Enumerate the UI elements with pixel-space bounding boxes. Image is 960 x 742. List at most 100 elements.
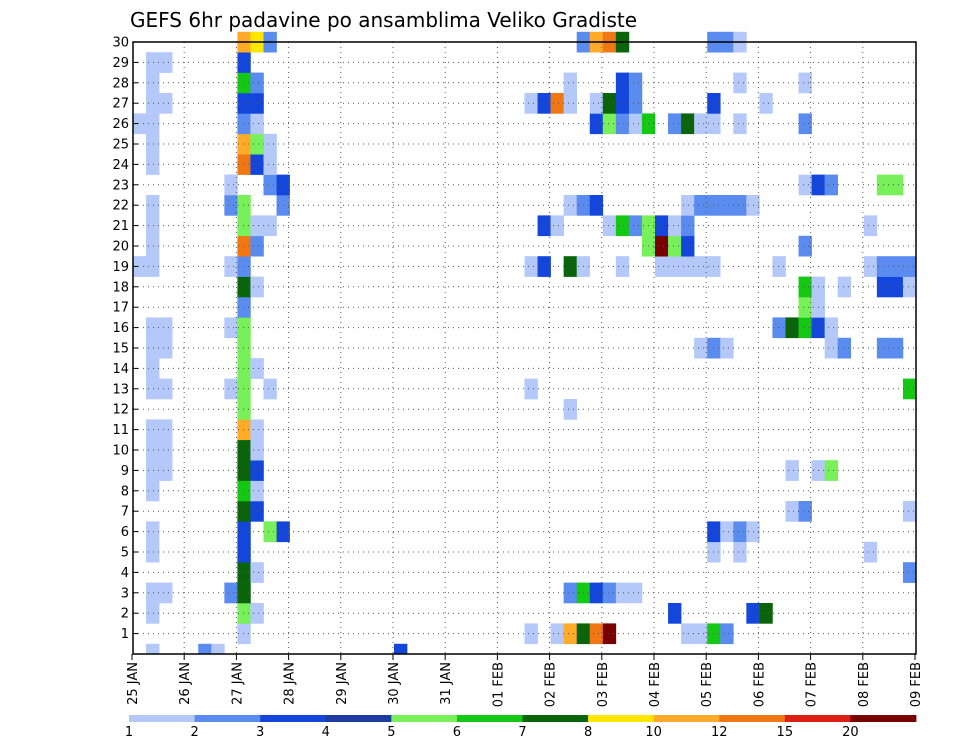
legend-label: 5 [387,725,395,740]
heatmap-cell [863,541,878,563]
y-tick-label: 17 [112,301,129,316]
legend-label: 8 [584,725,592,740]
legend-label: 7 [518,725,526,740]
heatmap-cell [237,358,251,379]
legend-swatch [325,715,392,722]
heatmap-cell [655,256,669,277]
heatmap-cell [237,562,251,583]
heatmap-cell [837,337,852,359]
y-tick-label: 19 [112,260,129,275]
legend-swatch [588,715,655,722]
heatmap-cell [237,215,251,237]
heatmap-cell [602,582,617,604]
y-tick-label: 22 [112,199,129,214]
heatmap-cell [237,480,251,502]
y-tick-label: 10 [112,444,129,459]
heatmap-cell [668,235,682,257]
y-tick-label: 15 [112,342,129,357]
heatmap-cell [159,93,173,114]
heatmap-cell [146,154,160,175]
heatmap-cell [237,399,251,420]
plot-frame [132,41,917,655]
heatmap-cell [250,439,264,461]
heatmap-cell [263,521,277,543]
x-tick-label: 09 FEB [909,662,924,707]
heatmap-cell [563,256,577,277]
heatmap-cell [550,215,564,237]
heatmap-cell [628,215,643,237]
heatmap-cell [537,93,551,114]
heatmap-cell [524,623,538,645]
legend-swatch [784,715,851,722]
heatmap-cell [237,256,251,277]
heatmap-cell [237,541,251,563]
y-tick-label: 20 [112,240,129,255]
heatmap-cell [628,72,643,94]
y-tick-label: 14 [112,362,129,377]
x-tick-label: 01 FEB [491,662,506,707]
heatmap-cell [615,256,630,277]
heatmap-cell [237,235,251,257]
heatmap-cell [589,195,604,216]
heatmap-cell [250,215,264,237]
legend-swatch [719,715,786,722]
y-tick-label: 11 [112,423,129,438]
heatmap-cell [681,215,695,237]
heatmap-cell [250,501,264,522]
heatmap-cell [524,256,538,277]
heatmap-cell [250,235,264,257]
heatmap-cell [563,72,577,94]
x-tick-label: 06 FEB [752,662,767,707]
y-tick-label: 1 [121,627,129,642]
heatmap-cell [550,623,564,645]
heatmap-cell [237,113,251,135]
heatmap-cell [159,317,173,339]
heatmap-cell [759,603,773,624]
heatmap-cell [146,603,160,624]
heatmap-cell [837,276,852,298]
heatmap-cell [615,582,630,604]
legend-swatch [260,715,327,722]
heatmap-cell [798,297,812,318]
x-tick-label: 29 JAN [335,662,350,705]
heatmap-cell [146,93,160,114]
heatmap-cell [237,52,251,73]
heatmap-cell [902,276,917,298]
heatmap-cell [615,72,630,94]
heatmap-cell [146,460,160,481]
heatmap-cell [237,623,251,645]
heatmap-cell [681,235,695,257]
heatmap-cell [863,256,878,277]
heatmap-cell [263,215,277,237]
heatmap-cell [733,195,747,216]
heatmap-cell [824,460,838,481]
heatmap-cell [537,256,551,277]
y-tick-label: 27 [112,97,129,112]
heatmap-cell [198,643,212,655]
heatmap-cell [615,113,630,135]
y-tick-label: 16 [112,321,129,336]
heatmap-cell [824,337,838,359]
heatmap-cell [668,113,682,135]
heatmap-cell [681,195,695,216]
y-tick-label: 21 [112,219,129,234]
heatmap-cell [772,256,786,277]
heatmap-cell [889,276,904,298]
y-tick-label: 4 [121,566,129,581]
legend-swatch [522,715,589,722]
heatmap-cell [250,603,264,624]
heatmap-cell [146,358,160,379]
legend-label: 15 [777,725,794,740]
heatmap-cell [668,256,682,277]
x-tick-label: 25 JAN [126,662,141,705]
heatmap-cell [681,256,695,277]
heatmap-cell [720,623,734,645]
legend-label: 10 [645,725,662,740]
heatmap-cell [550,93,564,114]
legend-label: 2 [190,725,198,740]
heatmap-cell [159,378,173,400]
x-tick-label: 04 FEB [648,662,663,707]
heatmap-cell [537,215,551,237]
legend-label: 20 [842,725,859,740]
